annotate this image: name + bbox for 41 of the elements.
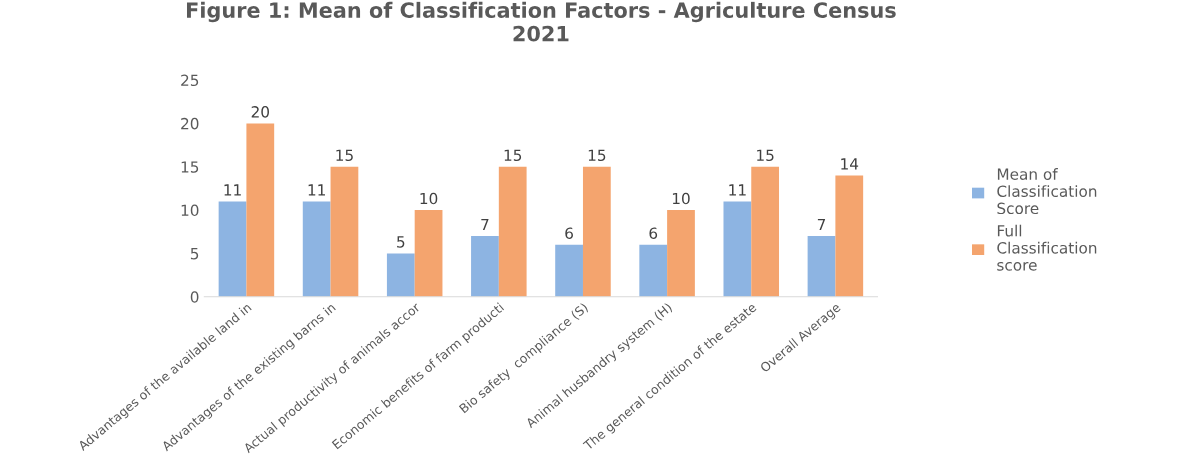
bar bbox=[751, 166, 780, 297]
bar bbox=[386, 253, 415, 297]
data-label: 15 bbox=[588, 149, 606, 161]
y-tick-label: 15 bbox=[181, 161, 199, 173]
data-label: 20 bbox=[251, 106, 269, 118]
legend-label: Full Classification score bbox=[997, 224, 1097, 271]
bar bbox=[639, 244, 668, 297]
data-label: 11 bbox=[729, 184, 746, 196]
bar bbox=[723, 201, 752, 297]
data-label: 6 bbox=[565, 227, 573, 239]
data-label: 10 bbox=[420, 192, 438, 205]
bar bbox=[246, 123, 275, 297]
data-label: 6 bbox=[649, 227, 658, 239]
bar bbox=[807, 236, 836, 297]
bar bbox=[667, 210, 695, 297]
data-label: 5 bbox=[397, 236, 405, 248]
data-label: 15 bbox=[336, 149, 353, 161]
bar bbox=[498, 166, 527, 297]
bar bbox=[555, 244, 583, 297]
bar bbox=[582, 166, 611, 297]
data-label: 7 bbox=[481, 218, 489, 231]
bar bbox=[471, 236, 499, 297]
bar bbox=[302, 201, 331, 297]
y-tick-label: 5 bbox=[190, 248, 199, 260]
bar bbox=[218, 201, 247, 297]
data-label: 15 bbox=[757, 149, 774, 161]
bar bbox=[835, 175, 864, 297]
chart-title: Figure 1: Mean of Classification Factors - Agriculture Census 2021 bbox=[187, 1, 896, 42]
bar bbox=[330, 166, 359, 297]
data-label: 15 bbox=[504, 149, 522, 161]
y-tick-label: 20 bbox=[181, 117, 199, 130]
data-label: 11 bbox=[224, 184, 241, 196]
y-tick-label: 10 bbox=[181, 204, 199, 217]
data-label: 11 bbox=[308, 184, 325, 196]
data-label: 7 bbox=[817, 218, 826, 231]
legend-label: Mean of Classification Score bbox=[997, 168, 1097, 215]
y-tick-label: 25 bbox=[181, 74, 199, 87]
bar bbox=[414, 210, 443, 297]
data-label: 10 bbox=[672, 192, 690, 205]
y-tick-label: 0 bbox=[190, 291, 199, 303]
data-label: 14 bbox=[841, 158, 859, 170]
